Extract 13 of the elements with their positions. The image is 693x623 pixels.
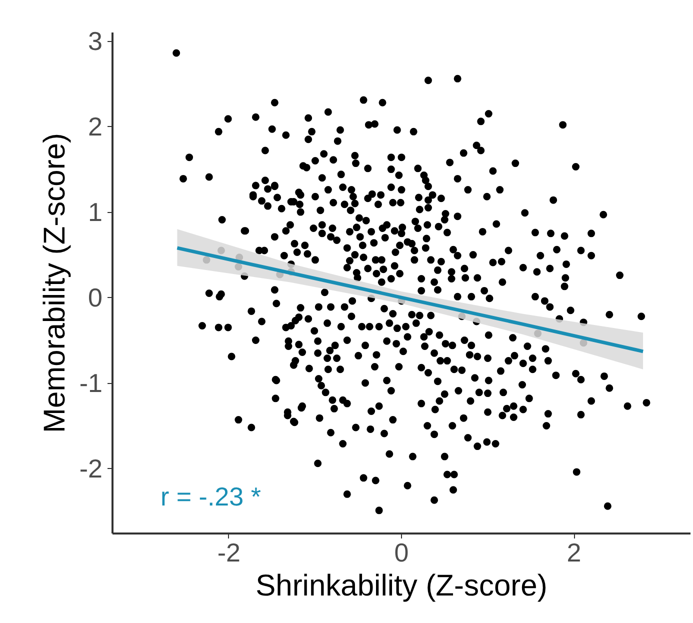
- annotation: r = -.23 *: [160, 482, 261, 512]
- y-tick-label: -2: [79, 454, 103, 484]
- x-axis-title: Shrinkability (Z-score): [256, 570, 548, 602]
- x-tick-label: -2: [217, 538, 241, 568]
- y-tick-label: 1: [88, 197, 103, 228]
- x-tick-label: 2: [566, 538, 582, 568]
- line-series: [175, 246, 645, 354]
- y-tick-label: 2: [88, 112, 103, 142]
- y-tick-label: -1: [79, 368, 103, 398]
- y-axis-title: Memorability (Z-score): [38, 132, 72, 434]
- y-tick-label: 0: [88, 282, 103, 313]
- y-tick-label: 3: [88, 26, 103, 56]
- x-tick-label: 0: [394, 538, 409, 568]
